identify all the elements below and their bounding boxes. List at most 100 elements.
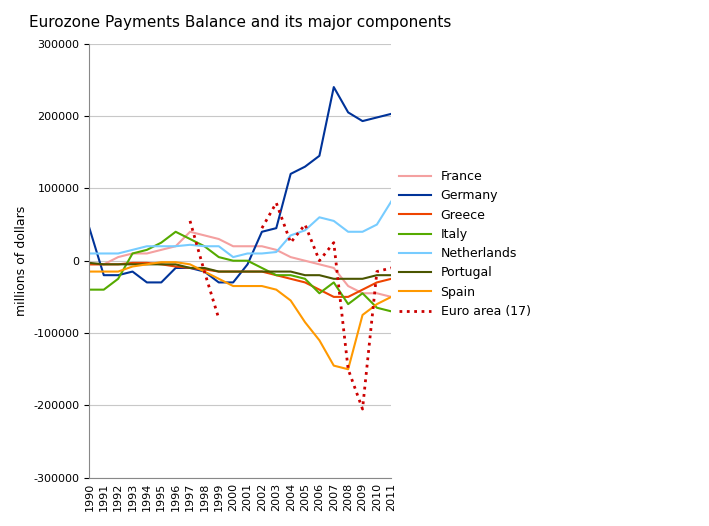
Euro area (17) xyxy=(330,239,338,246)
France xyxy=(243,243,252,249)
Italy xyxy=(99,287,108,293)
Greece xyxy=(330,294,338,300)
Portugal xyxy=(215,268,223,275)
Title: Eurozone Payments Balance and its major components: Eurozone Payments Balance and its major … xyxy=(29,15,452,30)
France xyxy=(286,254,295,260)
France xyxy=(128,250,137,257)
Portugal xyxy=(243,268,252,275)
Greece xyxy=(143,260,151,266)
Line: France: France xyxy=(89,232,391,297)
Euro area (17) xyxy=(387,265,396,271)
Greece xyxy=(229,268,238,275)
Spain xyxy=(257,283,266,289)
Netherlands xyxy=(286,232,295,239)
Germany xyxy=(114,272,123,278)
Greece xyxy=(85,261,94,268)
Spain xyxy=(272,287,281,293)
France xyxy=(114,254,123,260)
Germany xyxy=(99,272,108,278)
Italy xyxy=(229,258,238,264)
Legend: France, Germany, Greece, Italy, Netherlands, Portugal, Spain, Euro area (17): France, Germany, Greece, Italy, Netherla… xyxy=(394,165,535,323)
Portugal xyxy=(330,276,338,282)
France xyxy=(200,232,208,239)
Germany xyxy=(286,171,295,177)
Portugal xyxy=(172,261,180,268)
France xyxy=(143,250,151,257)
Italy xyxy=(143,247,151,253)
Germany xyxy=(373,114,381,120)
France xyxy=(172,243,180,249)
Netherlands xyxy=(387,198,396,205)
Italy xyxy=(301,276,309,282)
Portugal xyxy=(157,261,165,268)
Spain xyxy=(286,297,295,304)
Euro area (17) xyxy=(257,225,266,231)
Greece xyxy=(373,279,381,286)
Netherlands xyxy=(157,243,165,249)
Spain xyxy=(330,362,338,369)
Germany xyxy=(128,268,137,275)
Greece xyxy=(200,266,208,272)
Greece xyxy=(272,272,281,278)
Netherlands xyxy=(114,250,123,257)
Portugal xyxy=(387,272,396,278)
Spain xyxy=(114,268,123,275)
Euro area (17) xyxy=(272,200,281,206)
Portugal xyxy=(301,272,309,278)
Germany xyxy=(358,118,367,124)
Portugal xyxy=(85,260,94,266)
Line: Spain: Spain xyxy=(89,262,391,369)
Netherlands xyxy=(358,229,367,235)
Greece xyxy=(186,265,194,271)
Greece xyxy=(315,287,323,293)
Spain xyxy=(200,268,208,275)
Greece xyxy=(387,276,396,282)
Portugal xyxy=(358,276,367,282)
Euro area (17) xyxy=(315,258,323,264)
France xyxy=(257,243,266,249)
Italy xyxy=(243,258,252,264)
Germany xyxy=(243,261,252,268)
Netherlands xyxy=(315,214,323,220)
Spain xyxy=(243,283,252,289)
Line: Euro area (17): Euro area (17) xyxy=(190,203,391,409)
Euro area (17) xyxy=(186,218,194,224)
Spain xyxy=(186,261,194,268)
Greece xyxy=(114,261,123,268)
Netherlands xyxy=(272,249,281,255)
Spain xyxy=(143,261,151,268)
Italy xyxy=(128,250,137,257)
Greece xyxy=(358,287,367,293)
Portugal xyxy=(186,265,194,271)
Italy xyxy=(186,236,194,242)
France xyxy=(157,247,165,253)
Greece xyxy=(243,268,252,275)
France xyxy=(301,258,309,264)
Netherlands xyxy=(257,250,266,257)
Greece xyxy=(128,260,137,266)
Germany xyxy=(215,279,223,286)
Euro area (17) xyxy=(344,366,352,372)
Netherlands xyxy=(143,243,151,249)
Germany xyxy=(257,229,266,235)
Euro area (17) xyxy=(200,268,208,275)
Portugal xyxy=(99,261,108,268)
Spain xyxy=(99,268,108,275)
Netherlands xyxy=(85,250,94,257)
Greece xyxy=(301,279,309,286)
Italy xyxy=(272,272,281,278)
Netherlands xyxy=(301,227,309,234)
France xyxy=(344,283,352,289)
France xyxy=(229,243,238,249)
Italy xyxy=(315,290,323,297)
Netherlands xyxy=(330,218,338,224)
Italy xyxy=(215,254,223,260)
France xyxy=(358,290,367,297)
Euro area (17) xyxy=(301,221,309,228)
Spain xyxy=(229,283,238,289)
France xyxy=(330,265,338,271)
Germany xyxy=(157,279,165,286)
Spain xyxy=(358,312,367,318)
Netherlands xyxy=(373,221,381,228)
Portugal xyxy=(229,268,238,275)
